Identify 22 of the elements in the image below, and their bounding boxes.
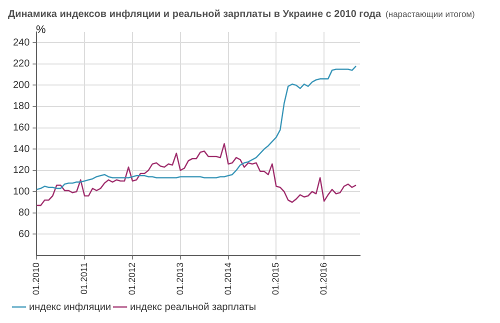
y-axis-title: % [36, 24, 46, 36]
chart-title: Динамика индексов инфляции и реальной зарплаты в Украине с 2010 года [8, 9, 382, 20]
x-tick-label: 01.2013 [174, 262, 185, 296]
legend-label: индекс реальной зарплаты [130, 302, 256, 313]
x-tick-label: 01.2010 [31, 262, 42, 296]
y-tick-label: 60 [18, 228, 30, 240]
x-tick-label: 01.2014 [222, 262, 233, 296]
y-tick-label: 240 [12, 37, 30, 48]
y-tick-label: 120 [12, 165, 30, 176]
y-tick-label: 80 [18, 208, 30, 219]
x-tick-label: 01.2015 [270, 262, 281, 296]
y-tick-label: 160 [12, 122, 30, 134]
x-tick-label: 01.2011 [79, 262, 90, 294]
y-tick-label: 200 [12, 80, 30, 91]
x-tick-label: 01.2012 [126, 262, 137, 296]
y-tick-label: 220 [12, 58, 30, 70]
y-tick-label: 180 [12, 101, 30, 112]
text: (нарастающии итогом) [386, 9, 475, 19]
x-tick-label: 01.2016 [318, 262, 329, 296]
y-tick-label: 100 [12, 186, 30, 198]
y-tick-label: 140 [12, 144, 30, 155]
legend-label: индекс инфляции [29, 302, 112, 313]
